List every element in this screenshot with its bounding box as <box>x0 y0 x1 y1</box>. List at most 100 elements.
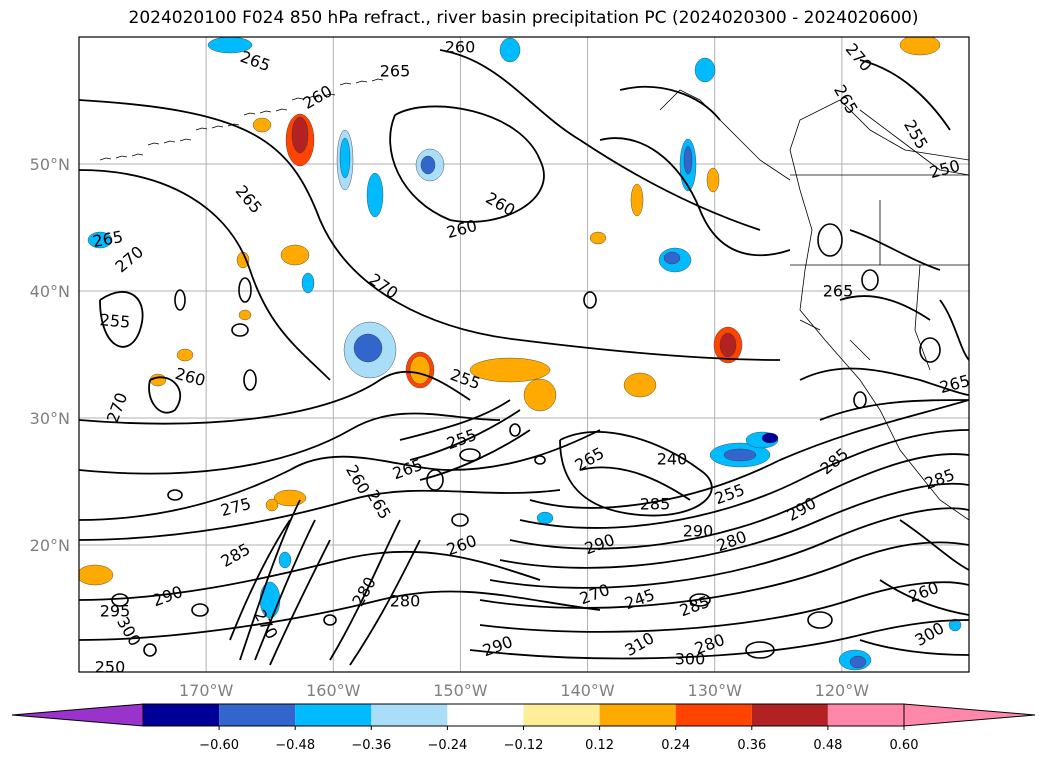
aleutian-island <box>339 82 352 86</box>
coastline <box>859 109 969 176</box>
shade-blob <box>273 489 307 507</box>
shade-blob <box>420 155 436 175</box>
contour-loop <box>459 448 481 462</box>
colorbar-tick-label: −0.36 <box>351 738 391 753</box>
contour-loop <box>534 455 546 465</box>
shade-blob <box>291 116 309 154</box>
colorbar-segment <box>295 704 372 726</box>
contour-line <box>899 519 969 571</box>
contour-loop <box>243 369 257 391</box>
contour-loop <box>111 593 129 607</box>
aleutian-island <box>115 155 128 159</box>
contour-line <box>409 409 521 461</box>
shade-blob <box>79 564 114 586</box>
contour-line <box>859 59 951 131</box>
aleutian-island <box>291 97 304 101</box>
contour-line <box>519 429 969 529</box>
contour-loop <box>174 289 186 311</box>
shade-blob <box>694 57 716 83</box>
coastline <box>789 99 969 521</box>
aleutian-island <box>275 108 288 112</box>
shade-blob <box>469 357 551 383</box>
contour-line <box>439 49 761 231</box>
lon-tick-label: 120°W <box>815 681 870 700</box>
aleutian-island <box>99 157 112 161</box>
contour-loop <box>807 611 833 629</box>
shade-blob <box>339 137 351 179</box>
contour-loop <box>323 614 337 626</box>
shade-blob <box>723 448 757 462</box>
shade-blob <box>366 172 384 218</box>
contour-label: 250 <box>95 658 126 677</box>
contour-loop <box>167 489 183 501</box>
colorbar-extend-min <box>11 703 144 727</box>
shade-blob <box>207 37 253 54</box>
shade-blob <box>899 37 941 56</box>
contour-loop <box>509 423 521 437</box>
contour-line <box>499 482 969 569</box>
contour-line <box>79 550 541 601</box>
contour-line <box>859 639 969 656</box>
contour-line <box>799 367 969 396</box>
contour-line <box>329 519 401 661</box>
contour-line <box>254 519 316 661</box>
shade-blob <box>849 655 867 669</box>
shade-blob <box>278 551 292 569</box>
lon-tick-label: 170°W <box>179 681 234 700</box>
contour-loop <box>853 391 867 409</box>
aleutian-island <box>211 125 224 129</box>
contour-line <box>479 541 969 609</box>
colorbar-segment <box>751 704 828 726</box>
chart-title: 2024020100 F024 850 hPa refract., river … <box>128 8 919 28</box>
contour-line <box>79 590 601 641</box>
contour-loop <box>689 593 711 607</box>
coastline <box>914 264 931 371</box>
contour-line <box>349 539 421 666</box>
shade-blob <box>706 167 720 193</box>
shade-blob <box>409 355 431 385</box>
colorbar-segment <box>523 704 600 726</box>
contour-line <box>99 291 144 348</box>
contour-line <box>469 619 969 660</box>
shade-blob <box>265 498 279 512</box>
shade-blob <box>523 378 557 412</box>
lon-tick-label: 160°W <box>306 681 361 700</box>
aleutian-island <box>323 93 336 97</box>
shade-blob <box>761 432 779 444</box>
coastline <box>849 339 871 361</box>
map-frame <box>78 36 970 673</box>
aleutian-island <box>259 110 272 114</box>
colorbar-segment <box>219 704 296 726</box>
contour-line <box>819 399 969 421</box>
contour-label: 295 <box>100 602 131 621</box>
aleutian-island <box>355 80 368 84</box>
contour-loop <box>817 223 843 257</box>
colorbar-segment <box>143 704 220 726</box>
axis-labels: 170°W 160°W 150°W 140°W 130°W 120°W 50°N 40°N 30… <box>30 155 870 700</box>
contour-loop <box>143 643 157 657</box>
shade-blob <box>536 511 554 525</box>
contour-line <box>509 453 969 550</box>
contour-line <box>559 431 713 517</box>
contour-loop <box>583 291 597 309</box>
colorbar-tick-label: 0.24 <box>661 738 690 753</box>
shade-blob <box>301 272 315 294</box>
contour-label: 255 <box>99 310 131 332</box>
lat-tick-label: 50°N <box>30 155 70 174</box>
colorbar-segment <box>599 704 676 726</box>
contour-line <box>79 99 781 361</box>
colorbar-segment <box>675 704 752 726</box>
contour-label: 265 <box>380 62 411 81</box>
contour-label: 260 <box>445 38 476 57</box>
contour-loop <box>191 603 209 617</box>
contour-line <box>148 376 182 414</box>
contour-line <box>79 412 501 475</box>
shade-blob <box>176 348 194 362</box>
contour-loop <box>861 269 879 291</box>
contour-line <box>79 370 471 425</box>
colorbar-tick-label: 0.36 <box>737 738 766 753</box>
aleutian-island <box>179 138 192 142</box>
contour-line <box>79 429 601 521</box>
